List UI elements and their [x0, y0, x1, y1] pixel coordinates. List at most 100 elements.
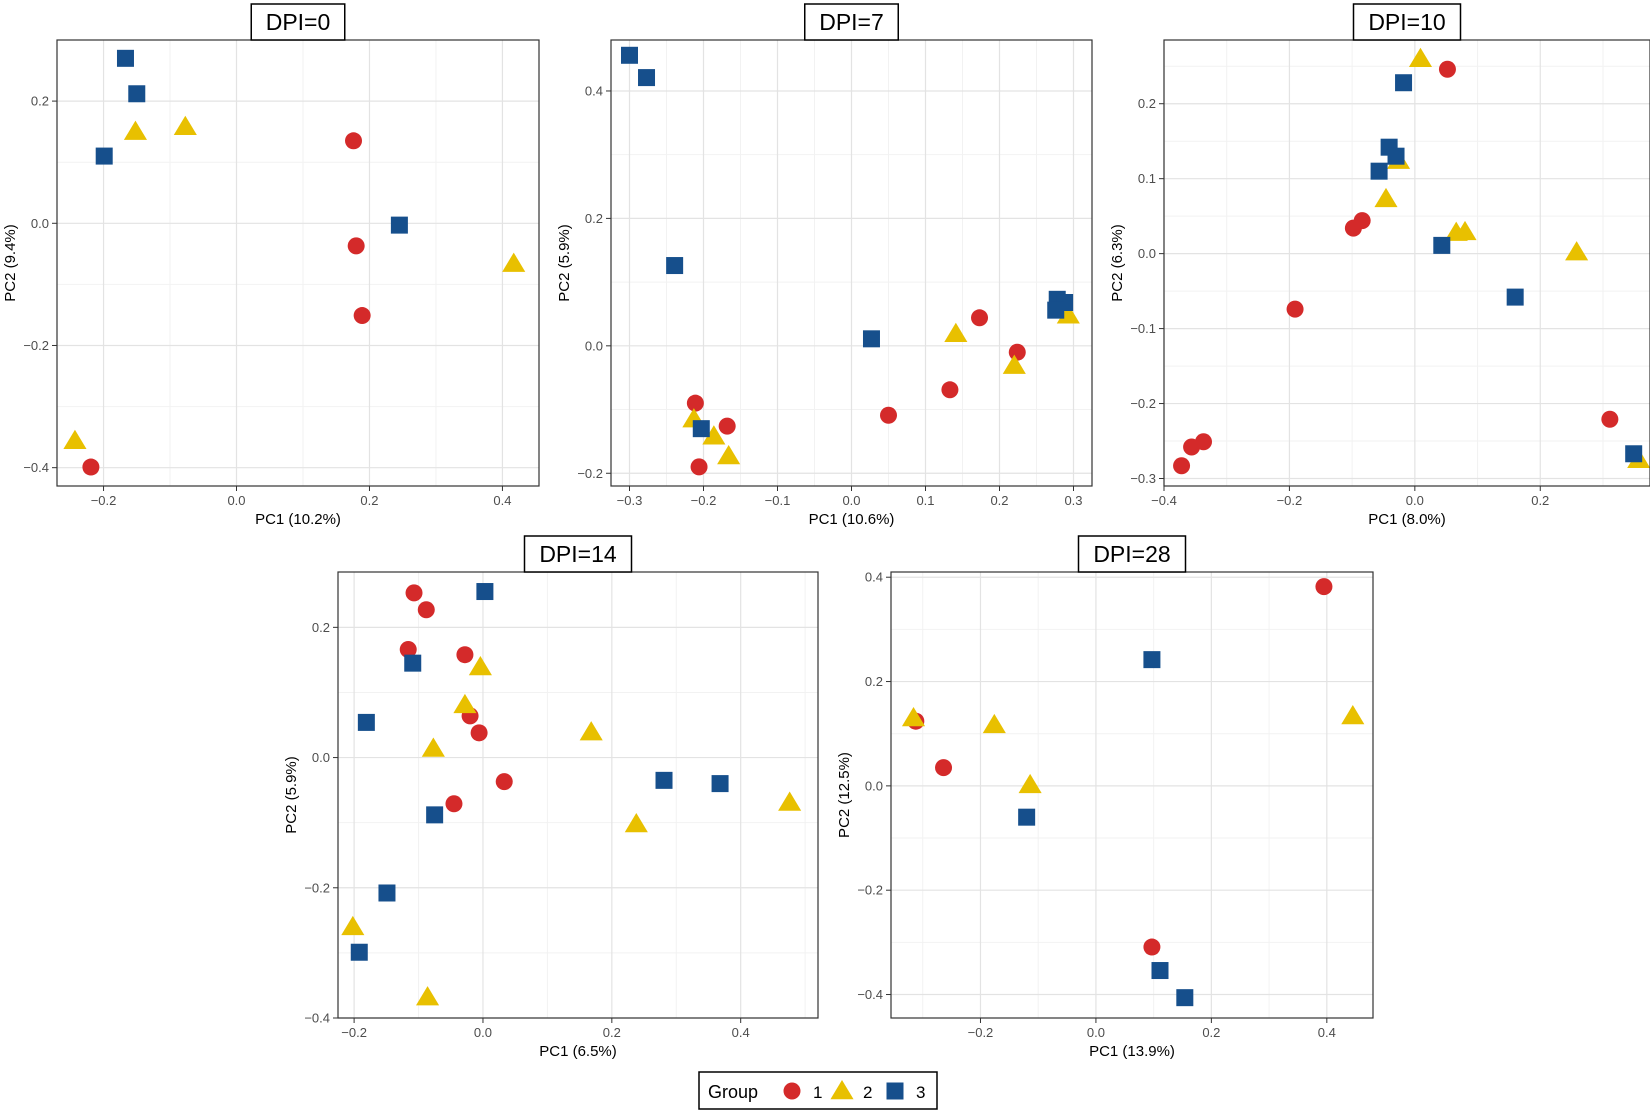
point-group-3: [1176, 989, 1194, 1007]
point-group-2: [624, 812, 648, 833]
y-tick-label: −0.4: [304, 1011, 330, 1026]
plot-area: [338, 572, 818, 1018]
point-group-2: [341, 915, 365, 936]
point-group-1: [347, 237, 365, 255]
y-tick-label: 0.2: [31, 94, 49, 109]
panel-title: DPI=10: [1368, 9, 1445, 35]
y-tick-label: −0.3: [1130, 471, 1156, 486]
point-group-3: [1387, 147, 1405, 165]
point-group-3: [378, 884, 396, 902]
point-group-3: [1625, 445, 1643, 463]
point-group-1: [405, 584, 423, 602]
plot-area: [891, 572, 1373, 1018]
point-group-1: [82, 458, 100, 476]
point-group-2: [123, 120, 147, 140]
x-tick-label: −0.2: [691, 493, 717, 508]
point-group-1: [470, 724, 488, 742]
x-tick-label: 0.1: [916, 493, 934, 508]
point-group-1: [353, 307, 371, 325]
x-tick-label: −0.2: [968, 1025, 994, 1040]
panel-title: DPI=28: [1093, 541, 1170, 567]
y-tick-label: 0.2: [585, 211, 603, 226]
y-tick-label: −0.4: [857, 987, 883, 1002]
panel-2: −0.3 −0.2 −0.1 0.0 0.1 0.2 0.3 −0.2 0.0 0.2 0.4 PC1…: [556, 3, 1093, 528]
point-group-2: [1408, 47, 1433, 67]
panel-5: −0.2 0.0 0.2 0.4 −0.4 −0.2 0.0 0.2 0.4 PC1 (13.9%…: [836, 535, 1374, 1060]
point-group-2: [579, 721, 603, 741]
legend-title: Group: [708, 1082, 758, 1102]
y-tick-label: 0.2: [1138, 96, 1156, 111]
legend-key-1: [783, 1082, 801, 1100]
point-group-2: [173, 115, 197, 136]
panel-title: DPI=0: [266, 9, 331, 35]
panel-title-box: [1352, 3, 1462, 41]
point-group-3: [1143, 651, 1161, 669]
y-tick-label: 0.4: [585, 83, 603, 98]
x-tick-label: 0.4: [493, 493, 511, 508]
point-group-1: [690, 458, 708, 476]
y-tick-label: 0.2: [312, 620, 330, 635]
point-group-2: [1018, 773, 1042, 794]
point-group-1: [1601, 410, 1619, 428]
point-group-3: [1047, 301, 1065, 319]
point-group-3: [1018, 808, 1036, 826]
y-tick-label: 0.0: [865, 778, 883, 793]
panel-title: DPI=14: [539, 541, 617, 567]
plot-area: [57, 40, 539, 486]
x-tick-label: 0.2: [990, 493, 1008, 508]
x-tick-label: 0.2: [360, 493, 378, 508]
point-group-3: [426, 806, 444, 824]
y-axis-title: PC2 (9.4%): [2, 224, 19, 302]
panel-3: −0.4 −0.2 0.0 0.2 −0.3 −0.2 −0.1 0.0 0.1 0.2 PC1 (…: [1109, 3, 1650, 528]
panel-4: −0.2 0.0 0.2 0.4 −0.4 −0.2 0.0 0.2 PC1 (6.5%) PC2…: [283, 535, 819, 1060]
point-group-2: [502, 252, 526, 272]
point-group-3: [638, 69, 656, 87]
point-group-3: [621, 46, 638, 64]
y-tick-label: −0.2: [577, 466, 603, 481]
point-group-1: [445, 795, 463, 813]
panel-title-box: [1077, 535, 1187, 573]
point-group-2: [1565, 241, 1589, 261]
y-tick-label: 0.0: [31, 216, 49, 231]
point-group-3: [404, 654, 422, 672]
point-group-2: [982, 713, 1006, 734]
point-group-3: [1395, 74, 1413, 92]
point-group-3: [1506, 288, 1524, 306]
point-group-1: [1438, 60, 1456, 78]
point-group-2: [421, 737, 445, 757]
point-group-3: [350, 943, 368, 961]
point-group-2: [1374, 187, 1398, 208]
point-group-3: [862, 330, 880, 348]
y-tick-label: 0.4: [865, 570, 883, 585]
point-group-2: [778, 791, 802, 811]
y-tick-label: −0.2: [304, 880, 330, 895]
point-group-2: [63, 429, 87, 450]
point-group-3: [666, 257, 684, 275]
x-axis-title: PC1 (6.5%): [539, 1043, 617, 1060]
point-group-1: [935, 759, 953, 777]
y-axis-title: PC2 (12.5%): [836, 752, 853, 838]
panel-title-box: [250, 3, 346, 41]
y-tick-label: 0.2: [865, 674, 883, 689]
point-group-1: [880, 406, 897, 424]
point-group-1: [399, 640, 417, 658]
y-tick-label: 0.0: [1138, 246, 1156, 261]
x-tick-label: 0.3: [1064, 493, 1082, 508]
plot-area: [1164, 40, 1650, 486]
point-group-3: [476, 583, 494, 601]
x-tick-label: −0.1: [765, 493, 791, 508]
point-group-2: [901, 707, 926, 727]
y-axis-title: PC2 (6.3%): [1109, 224, 1126, 302]
y-tick-label: 0.1: [1138, 171, 1156, 186]
point-group-3: [357, 713, 375, 731]
x-tick-label: 0.2: [1202, 1025, 1220, 1040]
y-tick-label: −0.2: [857, 883, 883, 898]
point-group-2: [717, 445, 741, 465]
x-axis-title: PC1 (8.0%): [1368, 511, 1446, 528]
legend-label-3: 3: [916, 1083, 925, 1102]
point-group-2: [1002, 354, 1026, 374]
x-tick-label: 0.0: [474, 1025, 492, 1040]
y-tick-label: −0.1: [1130, 321, 1156, 336]
x-tick-label: 0.4: [732, 1025, 750, 1040]
y-tick-label: −0.2: [23, 338, 49, 353]
